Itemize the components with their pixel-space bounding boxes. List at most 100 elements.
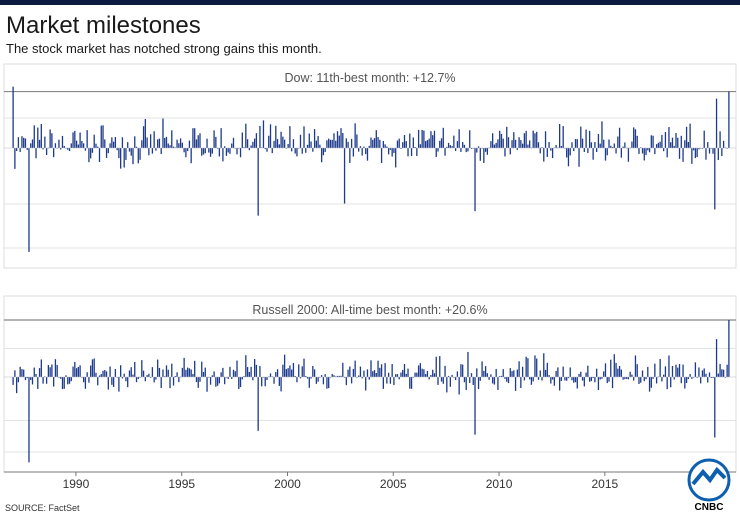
monthly-return-bar [560,377,563,381]
monthly-return-bar [486,148,489,155]
monthly-return-bar [477,146,480,148]
monthly-return-bar [319,144,321,148]
monthly-return-bar [594,142,596,148]
monthly-return-bar [463,377,466,383]
monthly-return-bar [301,148,303,154]
monthly-return-bar [188,140,191,148]
monthly-return-bar [386,377,388,384]
monthly-return-bar [514,377,517,391]
monthly-return-bar [386,146,388,148]
monthly-return-bar [368,145,370,148]
monthly-return-bar [12,377,14,385]
monthly-return-bar [382,140,384,148]
monthly-return-bar [379,139,381,148]
monthly-return-bar [483,148,485,163]
monthly-return-bar [132,148,134,165]
monthly-return-bar [664,366,667,377]
monthly-return-bar [299,134,302,148]
monthly-return-bar [428,377,430,380]
monthly-return-bar [31,377,34,385]
monthly-return-bar [534,133,536,148]
monthly-return-bar [470,148,473,149]
monthly-return-bar [100,125,102,148]
monthly-return-bar [617,368,619,377]
monthly-return-bar [555,370,557,377]
monthly-return-bar [696,377,698,378]
monthly-return-bar [15,377,18,394]
monthly-return-bar [135,377,138,383]
monthly-return-bar [292,139,295,148]
monthly-return-bar [668,127,670,148]
monthly-return-bar [613,143,615,148]
monthly-return-bar [47,364,50,377]
monthly-return-bar [329,139,332,148]
monthly-return-bar [685,377,688,383]
monthly-return-bar [631,141,633,148]
monthly-return-bar [241,377,243,380]
monthly-return-bar [689,374,691,377]
monthly-return-bar [301,366,303,377]
monthly-return-bar [550,148,552,151]
monthly-return-bar [440,377,443,382]
monthly-return-bar [523,133,526,148]
monthly-return-bar [659,141,661,148]
monthly-return-bar [255,133,258,148]
monthly-return-bar [234,371,236,377]
monthly-return-bar [313,369,316,377]
monthly-return-bar [451,374,453,377]
monthly-return-bar [114,369,117,377]
monthly-return-bar [507,377,510,384]
monthly-return-bar [347,369,349,377]
monthly-return-bar [349,148,351,163]
monthly-return-bar [410,377,413,389]
monthly-return-bar [42,377,44,384]
monthly-return-bar [470,373,473,377]
monthly-return-bar [201,361,203,377]
monthly-return-bar [208,148,210,153]
monthly-return-bar [633,127,635,148]
monthly-return-bar [315,140,317,148]
monthly-return-bar [585,129,587,148]
monthly-return-bar [514,139,517,148]
monthly-return-bar [102,370,104,377]
monthly-return-bar [287,368,289,377]
monthly-return-bar [275,125,277,148]
monthly-return-bar [317,136,319,148]
monthly-return-bar [525,356,527,377]
monthly-return-bar [696,148,698,158]
monthly-return-bar [638,148,640,154]
monthly-return-bar [409,377,411,389]
monthly-return-bar [393,377,395,386]
monthly-return-bar [726,148,728,149]
monthly-return-bar [682,364,684,377]
monthly-return-bar [520,377,522,389]
monthly-return-bar [112,377,115,387]
monthly-return-bar [555,145,557,148]
monthly-return-bar [603,139,605,148]
monthly-return-bar [77,366,79,377]
monthly-return-bar [608,139,610,148]
monthly-return-bar [673,146,675,148]
monthly-return-bar [453,377,455,378]
monthly-return-bar [576,139,578,148]
monthly-return-bar [666,377,668,390]
monthly-return-bar [127,377,129,388]
monthly-return-bar [340,375,342,377]
monthly-return-bar [176,139,178,148]
monthly-return-bar [137,377,139,379]
monthly-return-bar [523,377,526,381]
monthly-return-bar [618,127,621,148]
monthly-return-bar [333,375,335,377]
monthly-return-bar [671,137,674,148]
monthly-return-bar [557,367,559,377]
monthly-return-bar [104,139,106,148]
monthly-return-bar [627,377,630,380]
monthly-return-bar [190,148,192,164]
monthly-return-bar [641,148,644,154]
monthly-return-bar [479,377,481,381]
monthly-return-bar [647,148,649,151]
monthly-return-bar [21,369,23,377]
monthly-return-bar [648,377,651,392]
panel-title: Dow: 11th-best month: +12.7% [284,71,455,85]
monthly-return-bar [68,148,71,152]
